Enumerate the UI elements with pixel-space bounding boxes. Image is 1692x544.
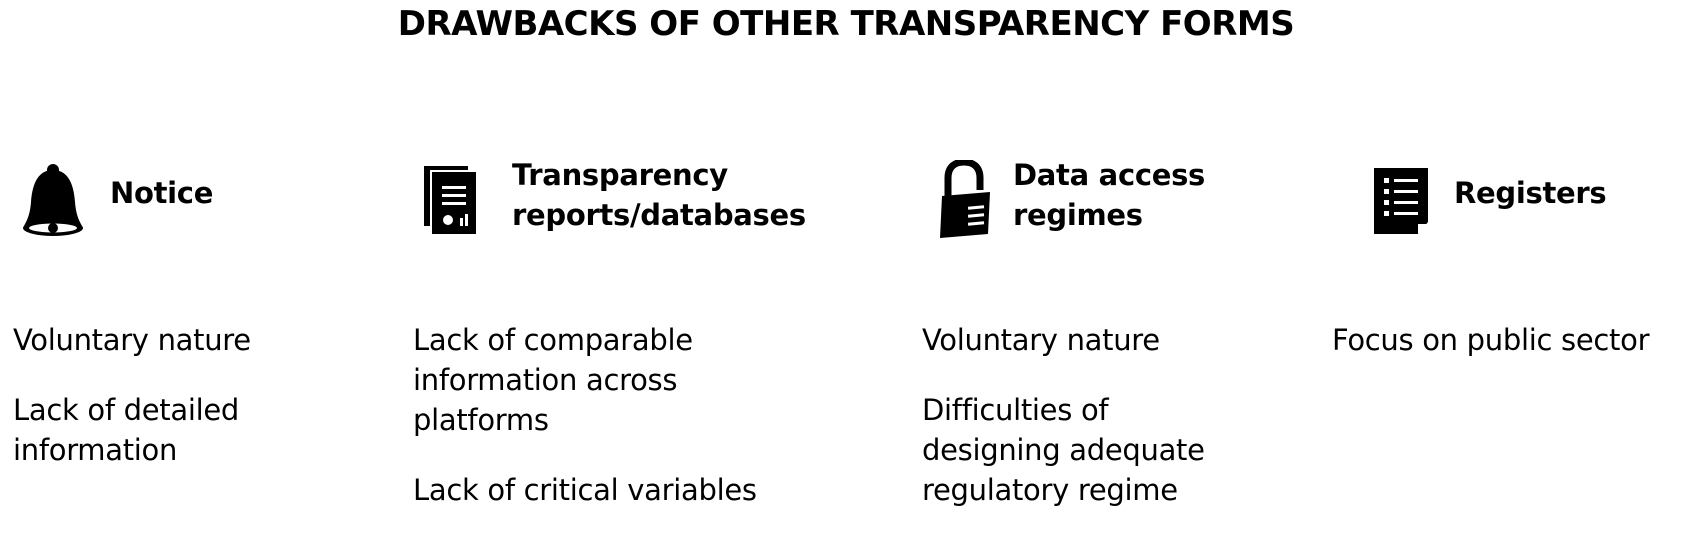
notice-heading: Notice xyxy=(110,176,214,210)
list-item: Voluntary nature xyxy=(13,323,251,357)
registers-heading: Registers xyxy=(1454,176,1607,210)
list-item: Voluntary nature xyxy=(922,323,1160,357)
data-access-heading: Data access regimes xyxy=(1013,158,1206,232)
list-item: Lack of comparable information across pl… xyxy=(413,323,693,437)
transparency-reports-heading: Transparency reports/databases xyxy=(512,158,806,232)
column-transparency-reports: Transparency reports/databases Lack of c… xyxy=(400,0,900,544)
register-list-icon xyxy=(1374,168,1428,234)
list-item: Lack of critical variables xyxy=(413,473,757,507)
registers-drawbacks-list: Focus on public sector xyxy=(1332,320,1690,390)
list-item: Lack of detailed information xyxy=(13,393,240,467)
column-data-access: Data access regimes Voluntary nature Dif… xyxy=(900,0,1320,544)
data-access-drawbacks-list: Voluntary nature Difficulties of designi… xyxy=(922,320,1312,540)
notice-drawbacks-list: Voluntary nature Lack of detailed inform… xyxy=(13,320,383,500)
transparency-reports-drawbacks-list: Lack of comparable information across pl… xyxy=(413,320,873,540)
padlock-icon xyxy=(940,160,990,238)
page-title: DRAWBACKS OF OTHER TRANSPARENCY FORMS xyxy=(397,4,1295,44)
bell-icon xyxy=(23,164,83,236)
documents-icon xyxy=(424,166,476,234)
column-notice: Notice Voluntary nature Lack of detailed… xyxy=(0,0,400,544)
list-item: Focus on public sector xyxy=(1332,323,1650,357)
list-item: Difficulties of designing adequate regul… xyxy=(922,393,1205,507)
column-registers: Registers Focus on public sector xyxy=(1320,0,1692,544)
